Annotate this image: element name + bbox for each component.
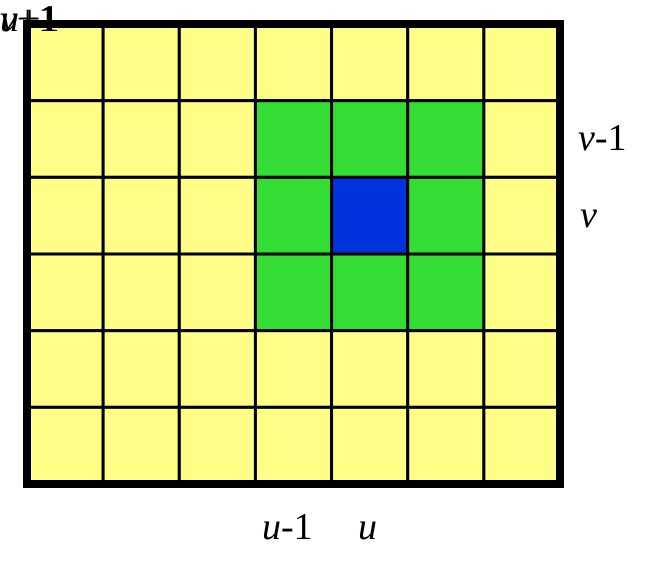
grid-cell bbox=[25, 329, 105, 409]
row-label-v: v bbox=[580, 194, 597, 236]
grid-cell bbox=[101, 329, 181, 409]
grid-cell bbox=[482, 252, 562, 333]
grid-cell bbox=[482, 405, 562, 486]
grid-cell bbox=[177, 99, 257, 179]
grid-cell bbox=[25, 405, 105, 486]
grid-cell bbox=[253, 22, 334, 103]
neighbor-cell bbox=[406, 99, 486, 179]
col-label-u-plus-1: u+1 bbox=[0, 0, 60, 40]
row-label-v-minus-1: v-1 bbox=[578, 117, 627, 159]
grid-cell bbox=[25, 99, 105, 179]
grid-cell bbox=[406, 22, 486, 103]
col-label-u: u bbox=[358, 506, 377, 548]
grid-cell bbox=[177, 329, 257, 409]
grid-cell bbox=[101, 405, 181, 486]
grid-cell bbox=[406, 329, 486, 409]
neighbor-cell bbox=[406, 252, 486, 333]
grid-cell bbox=[177, 252, 257, 333]
neighbor-cell bbox=[253, 252, 334, 333]
grid-cell bbox=[177, 175, 257, 256]
grid-cell bbox=[25, 252, 105, 333]
grid-cell bbox=[101, 175, 181, 256]
center-cell bbox=[330, 175, 410, 256]
grid-cell bbox=[482, 329, 562, 409]
grid-cell bbox=[406, 405, 486, 486]
grid-cell bbox=[482, 175, 562, 256]
grid-cell bbox=[330, 22, 410, 103]
grid-cell bbox=[101, 252, 181, 333]
grid-cell bbox=[482, 99, 562, 179]
neighbor-cell bbox=[253, 175, 334, 256]
grid-cell bbox=[330, 405, 410, 486]
col-label-u-minus-1: u-1 bbox=[262, 506, 313, 548]
neighbor-cell bbox=[330, 252, 410, 333]
grid-cell bbox=[177, 405, 257, 486]
grid-cell bbox=[253, 329, 334, 409]
grid-cell bbox=[330, 329, 410, 409]
neighbor-cell bbox=[406, 175, 486, 256]
row-label-v-plus-1: v+1 bbox=[0, 0, 58, 40]
grid-cell bbox=[25, 175, 105, 256]
neighbor-cell bbox=[330, 99, 410, 179]
grid-cell bbox=[482, 22, 562, 103]
grid-outer-border bbox=[23, 20, 564, 488]
neighbor-cell bbox=[253, 99, 334, 179]
grid-cell bbox=[253, 405, 334, 486]
grid-cell bbox=[101, 22, 181, 103]
grid-cell bbox=[177, 22, 257, 103]
grid-cell bbox=[101, 99, 181, 179]
